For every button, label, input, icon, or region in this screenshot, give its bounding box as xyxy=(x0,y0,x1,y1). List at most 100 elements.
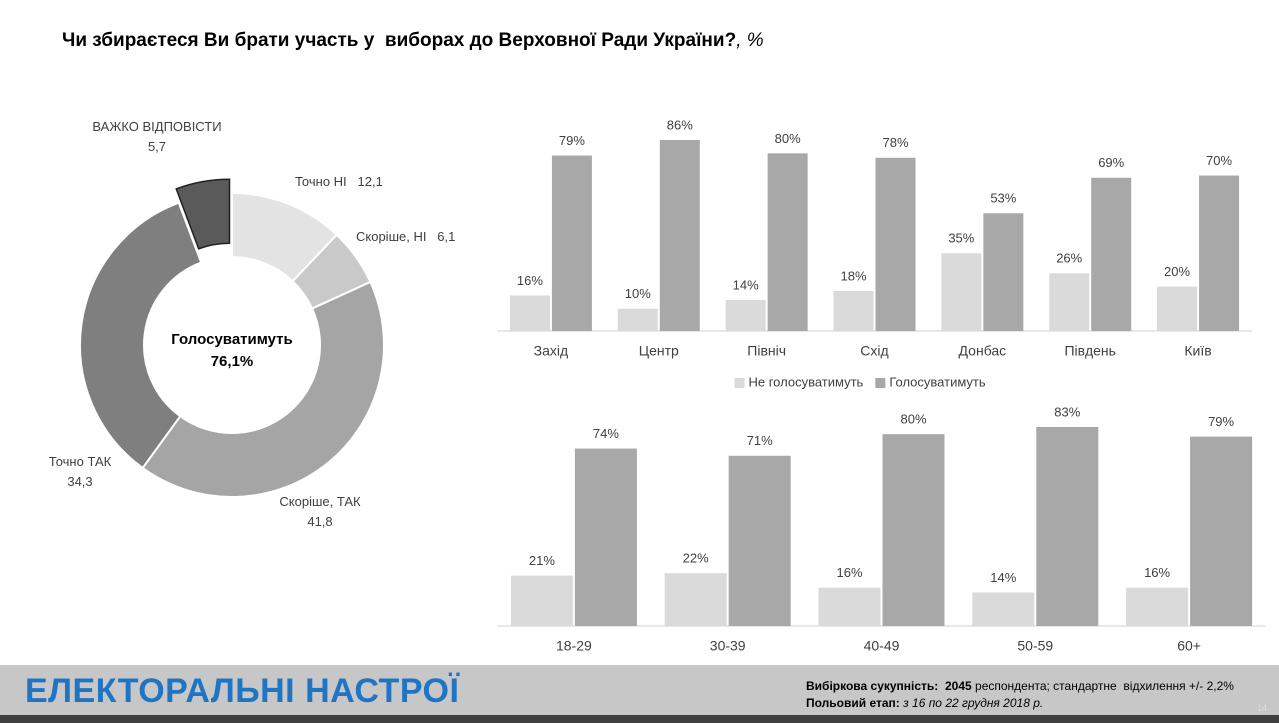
value-label: 10% xyxy=(625,286,651,301)
title-text: Чи збираєтеся Ви брати участь у виборах … xyxy=(62,30,737,51)
footer-title: ЕЛЕКТОРАЛЬНІ НАСТРОЇ xyxy=(25,672,460,710)
sample-size: 2045 xyxy=(944,679,972,693)
x-tick-label: 60+ xyxy=(1177,638,1201,654)
slice-category: Скоріше, НІ xyxy=(356,229,427,244)
value-label: 70% xyxy=(1206,153,1232,168)
legend-label: Не голосуватимуть xyxy=(749,374,864,389)
donut-slice xyxy=(175,178,231,250)
slice-category: Точно ТАК xyxy=(48,454,112,469)
value-label: 14% xyxy=(990,570,1016,585)
x-tick-label: Центр xyxy=(639,343,679,359)
bar xyxy=(1190,436,1253,626)
slice-label: Скоріше, ТАК 41,8 xyxy=(260,492,380,532)
value-label: 20% xyxy=(1164,264,1190,279)
x-tick-label: Північ xyxy=(747,343,786,359)
slice-label: Скоріше, НІ 6,1 xyxy=(356,227,455,247)
value-label: 83% xyxy=(1054,404,1080,419)
bar xyxy=(509,295,550,331)
donut-slice xyxy=(79,201,203,470)
bar xyxy=(1049,273,1090,331)
bar xyxy=(617,308,658,331)
sample-text: респондента; стандартне відхилення +/- 2… xyxy=(975,679,1234,693)
value-label: 69% xyxy=(1098,155,1124,170)
value-label: 22% xyxy=(683,551,709,566)
legend-label: Голосуватимуть xyxy=(889,374,986,389)
slide-title: Чи збираєтеся Ви брати участь у виборах … xyxy=(62,30,764,52)
x-tick-label: Захід xyxy=(534,343,569,359)
legend-swatch xyxy=(734,378,745,388)
x-tick-label: 50-59 xyxy=(1017,638,1053,654)
bar xyxy=(767,153,808,331)
value-label: 26% xyxy=(1056,251,1082,266)
footer-band xyxy=(0,665,1279,715)
slice-category: Скоріше, ТАК xyxy=(279,494,361,509)
x-tick-label: Південь xyxy=(1064,343,1115,359)
legend-swatch xyxy=(875,378,886,388)
bar xyxy=(659,140,700,331)
bar xyxy=(551,155,592,331)
fieldwork-text: з 16 по 22 грудня 2018 р. xyxy=(903,696,1044,710)
slice-label: ВАЖКО ВІДПОВІСТИ 5,7 xyxy=(92,117,222,157)
fieldwork-label: Польовий етап: xyxy=(806,696,900,710)
bar xyxy=(510,575,573,626)
slice-value: 12,1 xyxy=(357,174,383,189)
slice-value: 41,8 xyxy=(307,514,333,529)
bar xyxy=(1157,286,1198,331)
slice-value: 34,3 xyxy=(67,474,93,489)
x-tick-label: Донбас xyxy=(959,343,1007,359)
x-tick-label: Київ xyxy=(1184,343,1211,359)
value-label: 14% xyxy=(733,277,759,292)
value-label: 71% xyxy=(747,433,773,448)
bar xyxy=(875,157,916,331)
value-label: 18% xyxy=(840,268,866,283)
value-label: 53% xyxy=(990,191,1016,206)
x-tick-label: 40-49 xyxy=(864,638,900,654)
bar xyxy=(818,587,881,626)
bar xyxy=(664,573,727,626)
value-label: 79% xyxy=(559,133,585,148)
donut-slice xyxy=(141,280,385,498)
value-label: 16% xyxy=(836,565,862,580)
bar xyxy=(725,299,766,331)
value-label: 21% xyxy=(529,553,555,568)
value-label: 35% xyxy=(948,231,974,246)
value-label: 86% xyxy=(667,117,693,132)
title-unit: , % xyxy=(736,30,764,51)
x-tick-label: 30-39 xyxy=(710,638,746,654)
bar xyxy=(574,448,637,626)
sample-label: Вибіркова сукупність: xyxy=(806,679,939,693)
value-label: 16% xyxy=(517,273,543,288)
x-tick-label: 18-29 xyxy=(556,638,592,654)
slice-label: Точно ТАК 34,3 xyxy=(20,452,140,492)
fieldwork-note: Польовий етап: з 16 по 22 грудня 2018 р. xyxy=(806,696,1043,710)
slice-category: Точно НІ xyxy=(295,174,347,189)
value-label: 80% xyxy=(900,412,926,427)
bar xyxy=(1199,175,1240,331)
value-label: 78% xyxy=(882,135,908,150)
bar xyxy=(882,434,945,626)
bar xyxy=(833,291,874,331)
value-label: 16% xyxy=(1144,565,1170,580)
value-label: 79% xyxy=(1208,414,1234,429)
bar xyxy=(728,455,791,626)
footer-strip xyxy=(0,715,1279,723)
bar xyxy=(983,213,1024,331)
slice-value: 6,1 xyxy=(437,229,456,244)
value-label: 80% xyxy=(775,131,801,146)
center-value: 76,1% xyxy=(211,353,254,370)
page-number: 14 xyxy=(1256,703,1267,713)
bar xyxy=(1091,177,1132,331)
bar xyxy=(941,253,982,331)
slice-value: 5,7 xyxy=(147,139,167,154)
bar xyxy=(1036,427,1099,626)
slice-label: Точно НІ 12,1 xyxy=(295,172,383,192)
value-label: 74% xyxy=(593,426,619,441)
x-tick-label: Схід xyxy=(860,343,888,359)
slice-category: ВАЖКО ВІДПОВІСТИ xyxy=(92,119,222,134)
bar xyxy=(972,592,1035,626)
bar xyxy=(1126,587,1189,626)
sample-note: Вибіркова сукупність: 2045 респондента; … xyxy=(806,679,1234,693)
center-label: Голосуватимуть xyxy=(171,331,292,348)
